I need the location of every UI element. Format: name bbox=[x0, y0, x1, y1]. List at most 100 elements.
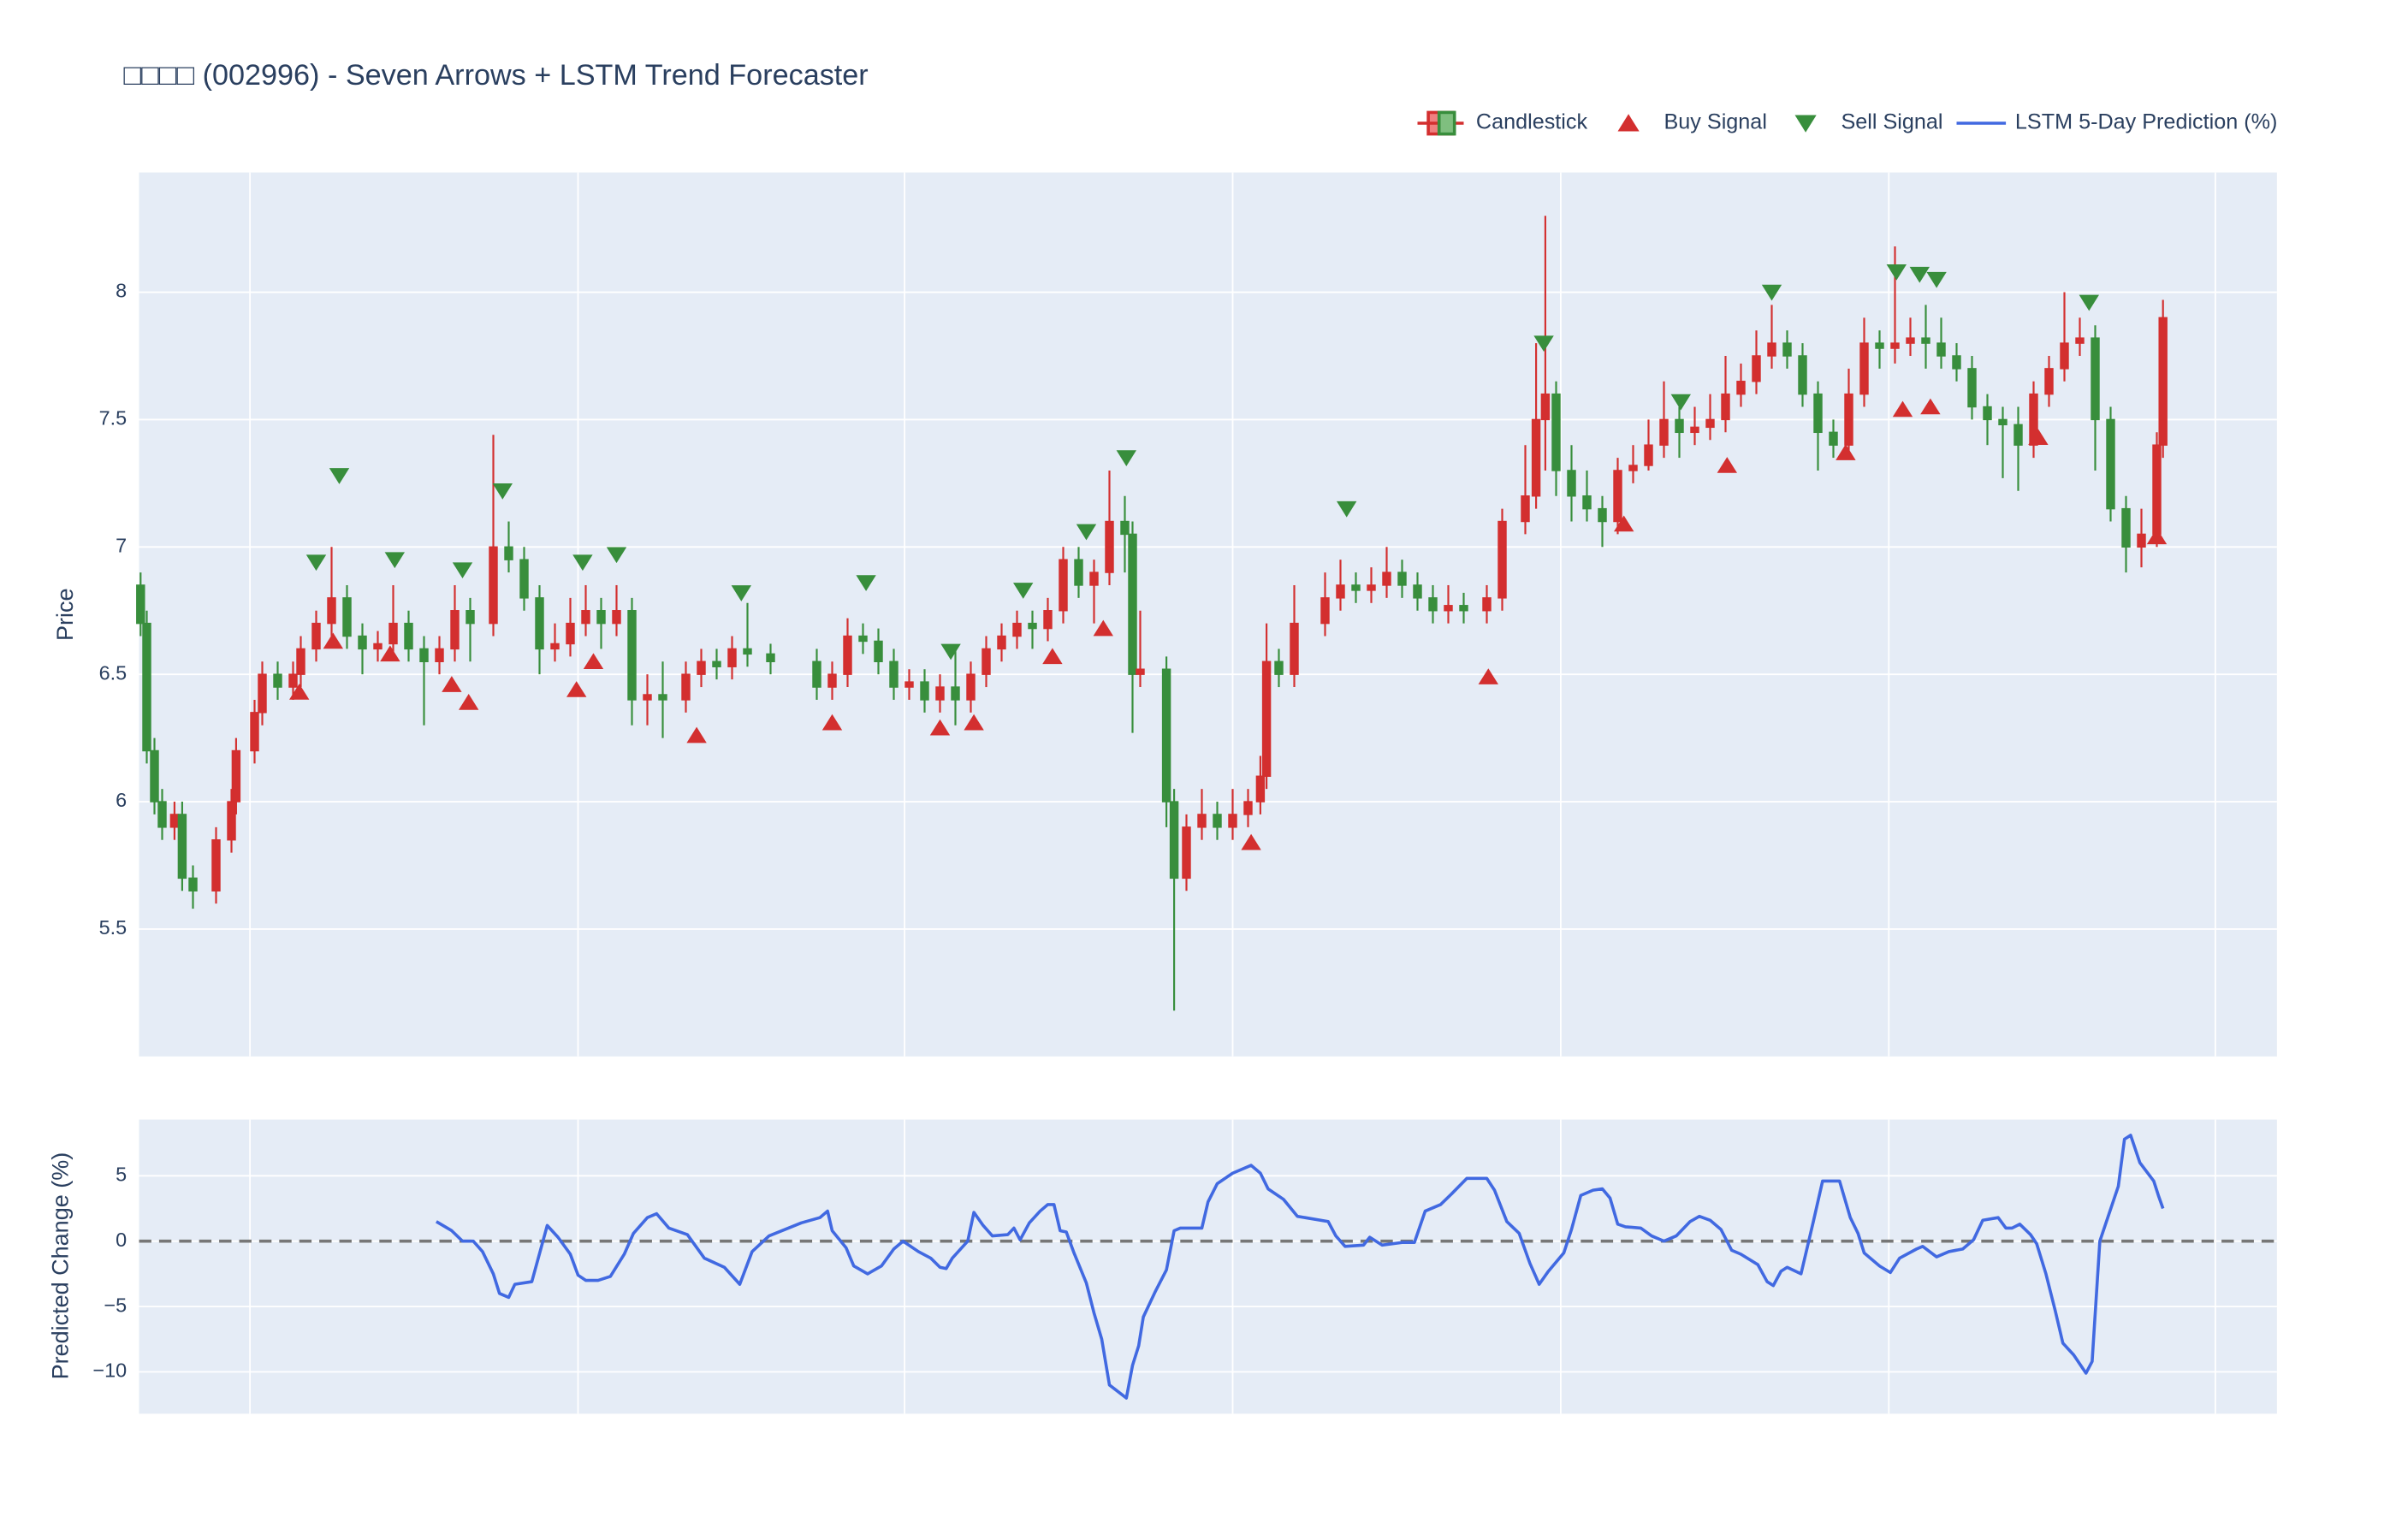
candle-body bbox=[712, 660, 721, 667]
candle-body bbox=[1228, 814, 1237, 828]
candle-body bbox=[1290, 622, 1299, 675]
candle-body bbox=[1105, 520, 1114, 573]
candle-body bbox=[1444, 605, 1453, 612]
candle-body bbox=[1705, 418, 1715, 429]
candle-body bbox=[1255, 775, 1266, 803]
candle-body bbox=[1859, 342, 1869, 395]
plot-area bbox=[139, 1119, 2277, 1414]
candle-body bbox=[1598, 507, 1607, 523]
signal-marker bbox=[566, 681, 587, 697]
candle-body bbox=[169, 814, 180, 828]
candle-body bbox=[2091, 337, 2100, 421]
candle-body bbox=[982, 648, 991, 675]
candle-body bbox=[1459, 605, 1468, 612]
candle-body bbox=[727, 648, 737, 667]
candle-body bbox=[1613, 470, 1622, 523]
y-axis-title: Price bbox=[52, 588, 78, 641]
candle-body bbox=[273, 673, 282, 688]
candle-body bbox=[1567, 470, 1576, 497]
candle-body bbox=[2013, 424, 2023, 446]
signal-marker bbox=[1836, 444, 1856, 460]
plot-area bbox=[139, 172, 2277, 1057]
signal-marker bbox=[1614, 515, 1634, 532]
signal-marker bbox=[1909, 266, 1930, 283]
candle-body bbox=[997, 635, 1006, 650]
candle-body bbox=[766, 653, 775, 663]
candle-body bbox=[1675, 418, 1684, 434]
candle-body bbox=[227, 801, 236, 841]
signal-marker bbox=[686, 726, 707, 743]
candle-body bbox=[904, 681, 914, 688]
signal-marker bbox=[1116, 450, 1136, 467]
signal-marker bbox=[2079, 294, 2099, 311]
candle-body bbox=[1012, 622, 1022, 637]
candle-body bbox=[697, 660, 706, 675]
legend-icon bbox=[1794, 115, 1817, 133]
candle-body bbox=[250, 712, 259, 752]
candle-body bbox=[231, 749, 241, 803]
signal-marker bbox=[731, 585, 751, 601]
candle-body bbox=[150, 749, 159, 803]
candle-body bbox=[1320, 597, 1330, 625]
candle-body bbox=[2137, 533, 2146, 548]
candle-body bbox=[1782, 342, 1792, 357]
signal-marker bbox=[380, 645, 400, 662]
candle-body bbox=[1428, 597, 1438, 612]
candle-body bbox=[1890, 342, 1900, 349]
candle-body bbox=[296, 648, 305, 675]
legend-icon bbox=[1617, 114, 1640, 132]
candle-body bbox=[1844, 393, 1853, 446]
candle-body bbox=[1261, 660, 1272, 777]
signal-marker bbox=[289, 684, 310, 700]
candle-body bbox=[136, 584, 145, 625]
candle-body bbox=[581, 610, 590, 625]
signal-marker bbox=[572, 554, 593, 572]
candle-body bbox=[519, 559, 529, 599]
candle-body bbox=[1074, 559, 1083, 586]
signal-marker bbox=[1886, 264, 1907, 281]
candle-body bbox=[643, 694, 652, 701]
candle-body bbox=[1169, 801, 1179, 880]
y-tick-label: 6 bbox=[116, 789, 127, 811]
candle-body bbox=[435, 648, 444, 663]
candle-body bbox=[1829, 431, 1838, 446]
signal-marker bbox=[1717, 457, 1737, 473]
y-tick-label: 6.5 bbox=[99, 661, 128, 684]
signal-marker bbox=[1337, 500, 1357, 518]
candle-body bbox=[157, 801, 167, 828]
candle-body bbox=[2121, 507, 2131, 548]
candle-body bbox=[1498, 520, 1507, 599]
candle-body bbox=[1367, 584, 1376, 591]
candle-body bbox=[874, 640, 883, 663]
candle-body bbox=[827, 673, 837, 688]
legend-label: LSTM 5-Day Prediction (%) bbox=[2015, 110, 2278, 134]
candle-body bbox=[1182, 826, 1191, 880]
candle-body bbox=[211, 838, 221, 891]
candle-body bbox=[1128, 533, 1137, 675]
candle-body bbox=[1397, 572, 1407, 586]
candle-body bbox=[1043, 610, 1053, 630]
candle-body bbox=[188, 877, 198, 891]
candle-body bbox=[1382, 572, 1391, 586]
signal-marker bbox=[856, 575, 876, 591]
candle-body bbox=[2029, 393, 2038, 446]
candle-body bbox=[1736, 381, 1746, 395]
signal-marker bbox=[964, 714, 984, 731]
candle-body bbox=[1243, 801, 1253, 815]
signal-marker bbox=[1478, 668, 1498, 684]
candle-body bbox=[812, 660, 821, 688]
signal-marker bbox=[1013, 583, 1034, 599]
candle-body bbox=[1875, 342, 1884, 349]
legend-label: Candlestick bbox=[1476, 110, 1588, 134]
candle-body bbox=[627, 610, 637, 701]
signal-marker bbox=[323, 632, 343, 649]
candle-body bbox=[889, 660, 898, 688]
candle-body bbox=[858, 635, 868, 643]
candle-body bbox=[658, 694, 667, 701]
candle-body bbox=[419, 648, 429, 663]
candle-body bbox=[258, 673, 267, 714]
candle-body bbox=[2060, 342, 2069, 370]
signal-marker bbox=[1670, 394, 1691, 411]
candle-body bbox=[311, 622, 321, 650]
candle-body bbox=[1136, 668, 1145, 675]
